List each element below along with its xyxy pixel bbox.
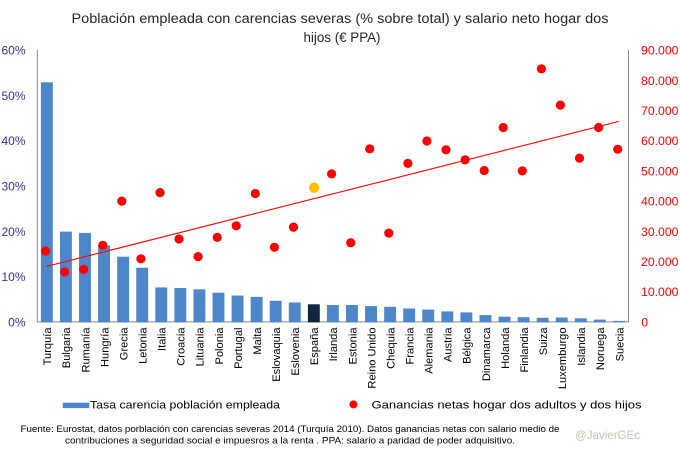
svg-text:70.000: 70.000 (641, 104, 679, 118)
svg-text:España: España (309, 327, 321, 365)
svg-text:Malta: Malta (252, 327, 264, 355)
svg-text:Estonia: Estonia (347, 327, 359, 365)
svg-text:Fuente: Eurostat, datos porbla: Fuente: Eurostat, datos porblación con c… (21, 424, 560, 435)
svg-text:@JavierGEc: @JavierGEc (575, 428, 640, 442)
svg-text:Bulgaria: Bulgaria (61, 327, 73, 369)
svg-text:Eslovaquia: Eslovaquia (271, 327, 283, 382)
svg-text:40%: 40% (1, 134, 25, 148)
svg-text:10%: 10% (1, 270, 25, 284)
svg-text:Suecia: Suecia (614, 327, 626, 362)
svg-text:Croacia: Croacia (176, 327, 188, 366)
svg-text:30.000: 30.000 (641, 225, 679, 239)
svg-text:60.000: 60.000 (641, 134, 679, 148)
svg-text:Rumanía: Rumanía (80, 327, 92, 373)
svg-text:Reino Unido: Reino Unido (366, 328, 378, 389)
svg-text:Holanda: Holanda (500, 327, 512, 369)
svg-text:Portugal: Portugal (233, 328, 245, 369)
svg-text:Tasa carencia población emplea: Tasa carencia población empleada (90, 400, 281, 412)
svg-text:Irlanda: Irlanda (328, 327, 340, 362)
svg-text:Finlandia: Finlandia (519, 327, 531, 373)
svg-text:0%: 0% (8, 315, 26, 329)
svg-text:80.000: 80.000 (641, 74, 679, 88)
svg-text:90.000: 90.000 (641, 44, 679, 58)
svg-text:40.000: 40.000 (641, 195, 679, 209)
svg-text:20%: 20% (1, 225, 25, 239)
svg-text:Bélgica: Bélgica (462, 327, 474, 364)
svg-text:Italia: Italia (157, 327, 169, 351)
svg-text:30%: 30% (1, 180, 25, 194)
svg-text:Suiza: Suiza (538, 327, 550, 356)
svg-text:Dinamarca: Dinamarca (481, 327, 493, 381)
svg-text:contribuciones a seguridad so: contribuciones a seguridad social e impu… (65, 436, 515, 447)
svg-text:Polonia: Polonia (214, 327, 226, 365)
svg-text:Hungría: Hungría (99, 327, 111, 367)
svg-text:Letonia: Letonia (138, 327, 150, 364)
svg-text:20.000: 20.000 (641, 255, 679, 269)
svg-text:Francia: Francia (404, 327, 416, 365)
svg-text:Alemania: Alemania (424, 327, 436, 374)
svg-text:50%: 50% (1, 89, 25, 103)
svg-text:Austria: Austria (443, 327, 455, 362)
svg-text:Grecia: Grecia (118, 327, 130, 361)
svg-text:Ganancias netas hogar dos adul: Ganancias netas hogar dos adultos y dos … (372, 400, 643, 412)
svg-text:Población empleada con carenci: Población empleada con carencias severas… (72, 11, 609, 26)
svg-text:Turquía: Turquía (42, 327, 54, 366)
svg-text:10.000: 10.000 (641, 285, 679, 299)
svg-text:Eslovenia: Eslovenia (290, 327, 302, 376)
svg-text:hijos (€ PPA): hijos (€ PPA) (304, 30, 381, 45)
svg-text:Noruega: Noruega (595, 327, 607, 370)
svg-text:Lituania: Lituania (195, 327, 207, 367)
svg-text:50.000: 50.000 (641, 164, 679, 178)
svg-text:60%: 60% (1, 44, 25, 58)
svg-text:Islandia: Islandia (576, 327, 588, 366)
svg-text:0: 0 (641, 315, 648, 329)
svg-text:Chequia: Chequia (385, 327, 397, 369)
svg-text:Luxemburgo: Luxemburgo (557, 328, 569, 390)
